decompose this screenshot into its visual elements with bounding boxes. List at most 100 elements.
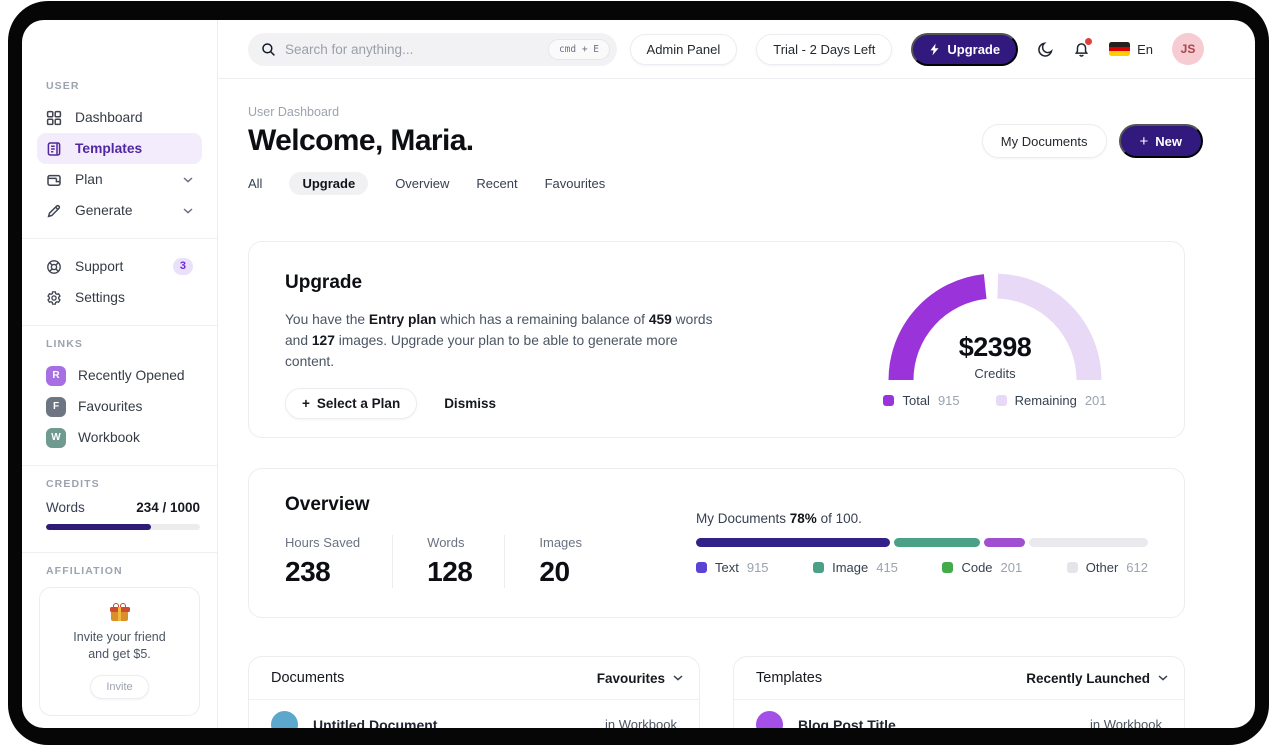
affiliation-text: Invite your friend and get $5. bbox=[73, 630, 166, 661]
templates-icon bbox=[46, 141, 63, 157]
sidebar-section-user: USER bbox=[46, 80, 80, 92]
upgrade-card-body: You have the Entry plan which has a rema… bbox=[285, 312, 713, 369]
sidebar-item-settings[interactable]: Settings bbox=[37, 282, 202, 313]
chevron-down-icon bbox=[183, 207, 193, 214]
sidebar-item-dashboard[interactable]: Dashboard bbox=[37, 102, 202, 133]
sidebar-link-recently-opened[interactable]: R Recently Opened bbox=[37, 360, 202, 391]
wallet-icon bbox=[46, 172, 63, 188]
sidebar-link-workbook[interactable]: W Workbook bbox=[37, 422, 202, 453]
stats-row: Hours Saved 238 Words 128 Images bbox=[285, 535, 696, 588]
sidebar-link-favourites[interactable]: F Favourites bbox=[37, 391, 202, 422]
divider bbox=[22, 238, 217, 239]
documents-filter-dropdown[interactable]: Favourites bbox=[597, 671, 683, 686]
main-area: cmd + E Admin Panel Trial - 2 Days Left … bbox=[218, 20, 1255, 728]
legend-swatch bbox=[883, 395, 895, 406]
search-shortcut-chip: cmd + E bbox=[547, 38, 610, 60]
plus-icon: + bbox=[302, 396, 310, 411]
bar-segment-image bbox=[894, 538, 981, 547]
sidebar-item-generate[interactable]: Generate bbox=[37, 195, 202, 226]
sidebar-item-label: Generate bbox=[75, 203, 133, 218]
link-initial-badge: R bbox=[46, 365, 66, 386]
pencil-icon bbox=[46, 203, 63, 219]
legend-total: Total 915 bbox=[883, 393, 960, 408]
template-avatar bbox=[756, 711, 783, 728]
new-button[interactable]: + New bbox=[1118, 124, 1203, 158]
document-avatar bbox=[271, 711, 298, 728]
sidebar-item-label: Templates bbox=[75, 141, 143, 156]
documents-card-title: Documents bbox=[271, 670, 345, 686]
credits-progress-bar bbox=[46, 524, 200, 530]
bar-segment-text bbox=[696, 538, 891, 547]
dismiss-button[interactable]: Dismiss bbox=[444, 396, 496, 411]
search-bar[interactable]: cmd + E bbox=[248, 32, 617, 66]
sidebar-item-label: Dashboard bbox=[75, 110, 143, 125]
sidebar-item-plan[interactable]: Plan bbox=[37, 164, 202, 195]
legend-swatch bbox=[1066, 562, 1078, 573]
notifications-button[interactable] bbox=[1073, 37, 1093, 58]
sidebar-link-label: Favourites bbox=[78, 399, 143, 414]
tab-overview[interactable]: Overview bbox=[395, 176, 450, 191]
trial-button[interactable]: Trial - 2 Days Left bbox=[756, 33, 893, 65]
legend-text: Text 915 bbox=[696, 560, 769, 575]
support-badge: 3 bbox=[172, 258, 193, 275]
sidebar-link-label: Workbook bbox=[78, 430, 140, 445]
user-avatar[interactable]: JS bbox=[1172, 33, 1204, 65]
tabs: All Upgrade Overview Recent Favourites bbox=[248, 172, 1203, 195]
tab-recent[interactable]: Recent bbox=[476, 176, 518, 191]
search-icon bbox=[261, 42, 276, 57]
german-flag-icon bbox=[1109, 42, 1131, 56]
documents-card: Documents Favourites bbox=[248, 656, 700, 728]
templates-card-title: Templates bbox=[756, 670, 823, 686]
gift-icon bbox=[109, 603, 130, 621]
dark-mode-toggle[interactable] bbox=[1037, 41, 1054, 58]
stat-images: Images 20 bbox=[539, 535, 583, 587]
bottom-cards: Documents Favourites bbox=[248, 656, 1185, 728]
cards-area: Upgrade You have the Entry plan which ha… bbox=[218, 241, 1255, 728]
document-title: Untitled Document bbox=[313, 716, 438, 729]
upgrade-card-title: Upgrade bbox=[285, 272, 363, 293]
select-plan-button[interactable]: + Select a Plan bbox=[285, 388, 418, 419]
gauge-segment-total bbox=[888, 274, 987, 381]
tab-upgrade[interactable]: Upgrade bbox=[289, 172, 369, 195]
admin-panel-button[interactable]: Admin Panel bbox=[629, 33, 738, 65]
templates-card: Templates Recently Launched bbox=[733, 656, 1185, 728]
sidebar-section-credits: CREDITS bbox=[46, 478, 100, 490]
link-initial-badge: F bbox=[46, 396, 66, 417]
sidebar-item-support[interactable]: Support 3 bbox=[37, 251, 202, 282]
invite-button[interactable]: Invite bbox=[90, 675, 149, 699]
language-selector[interactable]: En bbox=[1109, 42, 1153, 57]
topbar-actions: Admin Panel Trial - 2 Days Left Upgrade bbox=[629, 32, 1204, 66]
stat-words: Words 128 bbox=[427, 535, 506, 588]
credits-label: Words bbox=[46, 500, 85, 515]
upgrade-button[interactable]: Upgrade bbox=[911, 32, 1019, 66]
credits-progress-fill bbox=[46, 524, 151, 530]
link-initial-badge: W bbox=[46, 427, 66, 448]
stacked-bar-chart bbox=[696, 538, 1148, 547]
overview-card-title: Overview bbox=[285, 494, 370, 515]
bell-icon bbox=[1073, 41, 1090, 58]
my-documents-button[interactable]: My Documents bbox=[981, 124, 1107, 158]
chevron-down-icon bbox=[1158, 675, 1168, 681]
templates-filter-dropdown[interactable]: Recently Launched bbox=[1026, 671, 1168, 686]
sidebar: USER Dashboard Templates bbox=[22, 20, 218, 728]
tab-all[interactable]: All bbox=[248, 176, 263, 191]
gauge-legend: Total 915 Remaining 201 bbox=[883, 393, 1107, 408]
search-input[interactable] bbox=[285, 41, 539, 57]
bar-legend: Text 915 Image 415 bbox=[696, 560, 1148, 575]
sidebar-item-templates[interactable]: Templates bbox=[37, 133, 202, 164]
credits-value: 234 / 1000 bbox=[136, 500, 200, 515]
gauge-center-label: Credits bbox=[974, 366, 1016, 381]
sidebar-item-label: Settings bbox=[75, 290, 125, 305]
page-content: User Dashboard Welcome, Maria. My Docume… bbox=[218, 79, 1255, 728]
template-list-item[interactable]: Blog Post Title in Workbook bbox=[734, 700, 1184, 728]
bolt-icon bbox=[929, 43, 940, 56]
credits-row: Words 234 / 1000 bbox=[37, 500, 202, 515]
breadcrumb: User Dashboard bbox=[248, 105, 340, 119]
document-list-item[interactable]: Untitled Document in Workbook bbox=[249, 700, 699, 728]
template-location: in Workbook bbox=[1089, 717, 1162, 728]
app-window: USER Dashboard Templates bbox=[22, 20, 1255, 728]
tab-favourites[interactable]: Favourites bbox=[544, 176, 606, 191]
device-frame: USER Dashboard Templates bbox=[8, 1, 1269, 745]
grid-icon bbox=[46, 110, 63, 126]
